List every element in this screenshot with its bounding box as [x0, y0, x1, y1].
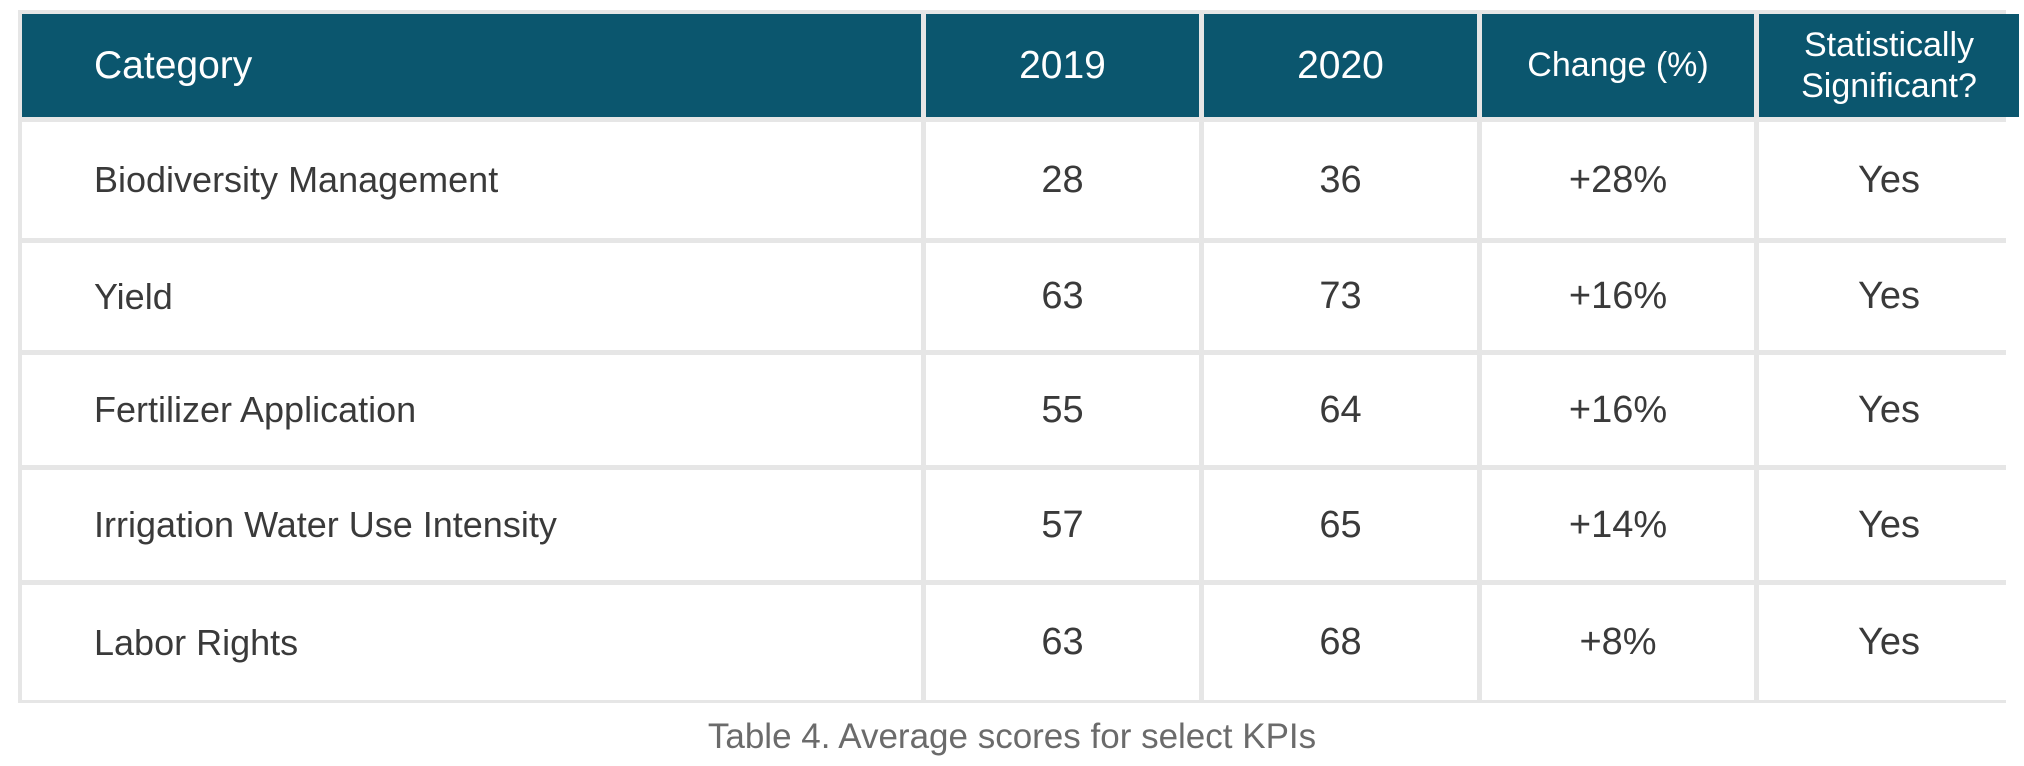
row-1-2020: 36	[1204, 122, 1477, 238]
row-5-significant: Yes	[1759, 585, 2019, 700]
row-2-category: Yield	[22, 243, 921, 350]
row-3-change: +16%	[1482, 355, 1754, 465]
row-2-2020: 73	[1204, 243, 1477, 350]
row-5-change: +8%	[1482, 585, 1754, 700]
kpi-table: Category 2019 2020 Change (%) Statistica…	[18, 10, 2019, 703]
row-1-category: Biodiversity Management	[22, 122, 921, 238]
row-3-significant: Yes	[1759, 355, 2019, 465]
header-significant: Statistically Significant?	[1759, 14, 2019, 117]
row-1-change: +28%	[1482, 122, 1754, 238]
row-5-category: Labor Rights	[22, 585, 921, 700]
row-1-significant: Yes	[1759, 122, 2019, 238]
row-4-significant: Yes	[1759, 470, 2019, 580]
row-4-change: +14%	[1482, 470, 1754, 580]
row-3-category: Fertilizer Application	[22, 355, 921, 465]
header-2019: 2019	[926, 14, 1199, 117]
row-2-significant: Yes	[1759, 243, 2019, 350]
row-4-2020: 65	[1204, 470, 1477, 580]
header-2020: 2020	[1204, 14, 1477, 117]
row-1-2019: 28	[926, 122, 1199, 238]
table-caption: Table 4. Average scores for select KPIs	[707, 717, 1317, 756]
kpi-table-grid: Category 2019 2020 Change (%) Statistica…	[22, 14, 2019, 700]
row-5-2019: 63	[926, 585, 1199, 700]
row-5-2020: 68	[1204, 585, 1477, 700]
row-2-2019: 63	[926, 243, 1199, 350]
row-2-change: +16%	[1482, 243, 1754, 350]
row-4-category: Irrigation Water Use Intensity	[22, 470, 921, 580]
row-3-2020: 64	[1204, 355, 1477, 465]
row-4-2019: 57	[926, 470, 1199, 580]
row-3-2019: 55	[926, 355, 1199, 465]
header-change: Change (%)	[1482, 14, 1754, 117]
header-category: Category	[22, 14, 921, 117]
